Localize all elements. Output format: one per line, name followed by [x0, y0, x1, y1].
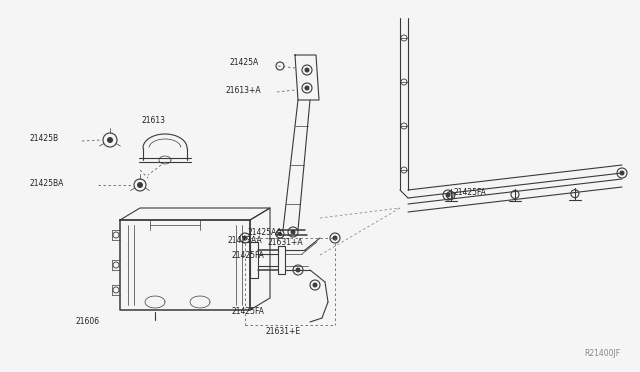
- Text: 21631+E: 21631+E: [265, 327, 300, 337]
- Text: 21425A: 21425A: [230, 58, 259, 67]
- Text: 21425AA: 21425AA: [248, 228, 283, 237]
- Text: 21425B: 21425B: [30, 134, 59, 142]
- Circle shape: [291, 230, 295, 234]
- Circle shape: [313, 283, 317, 287]
- Text: 21425FA: 21425FA: [453, 187, 486, 196]
- Circle shape: [138, 183, 143, 187]
- Circle shape: [333, 236, 337, 240]
- Circle shape: [278, 232, 282, 235]
- Circle shape: [296, 268, 300, 272]
- Text: 21425FA: 21425FA: [232, 308, 265, 317]
- Text: R21400JF: R21400JF: [584, 349, 620, 358]
- Text: 21631+A: 21631+A: [268, 237, 303, 247]
- Circle shape: [305, 68, 309, 72]
- Circle shape: [108, 138, 113, 142]
- Text: 21613+A: 21613+A: [225, 86, 260, 94]
- Text: 21606: 21606: [75, 317, 99, 326]
- Text: 21613: 21613: [142, 115, 166, 125]
- Circle shape: [620, 171, 624, 175]
- Circle shape: [243, 236, 247, 240]
- Text: 21423AA: 21423AA: [228, 235, 263, 244]
- Text: 21425FA: 21425FA: [232, 250, 265, 260]
- Circle shape: [446, 193, 450, 197]
- Text: 21425BA: 21425BA: [30, 179, 65, 187]
- Circle shape: [305, 86, 309, 90]
